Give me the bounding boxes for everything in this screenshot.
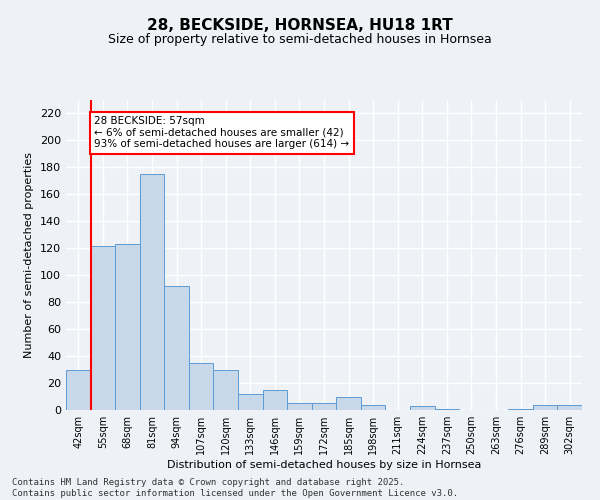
- Bar: [557, 404, 582, 410]
- Bar: [312, 404, 336, 410]
- Bar: [508, 408, 533, 410]
- Bar: [115, 244, 140, 410]
- Bar: [263, 390, 287, 410]
- Bar: [238, 394, 263, 410]
- Bar: [336, 396, 361, 410]
- Bar: [164, 286, 189, 410]
- Text: 28, BECKSIDE, HORNSEA, HU18 1RT: 28, BECKSIDE, HORNSEA, HU18 1RT: [147, 18, 453, 32]
- Text: Size of property relative to semi-detached houses in Hornsea: Size of property relative to semi-detach…: [108, 32, 492, 46]
- Text: 28 BECKSIDE: 57sqm
← 6% of semi-detached houses are smaller (42)
93% of semi-det: 28 BECKSIDE: 57sqm ← 6% of semi-detached…: [94, 116, 349, 150]
- X-axis label: Distribution of semi-detached houses by size in Hornsea: Distribution of semi-detached houses by …: [167, 460, 481, 470]
- Bar: [189, 363, 214, 410]
- Bar: [533, 404, 557, 410]
- Text: Contains HM Land Registry data © Crown copyright and database right 2025.
Contai: Contains HM Land Registry data © Crown c…: [12, 478, 458, 498]
- Bar: [214, 370, 238, 410]
- Bar: [140, 174, 164, 410]
- Bar: [361, 404, 385, 410]
- Bar: [410, 406, 434, 410]
- Bar: [434, 408, 459, 410]
- Bar: [66, 370, 91, 410]
- Bar: [287, 404, 312, 410]
- Y-axis label: Number of semi-detached properties: Number of semi-detached properties: [25, 152, 34, 358]
- Bar: [91, 246, 115, 410]
